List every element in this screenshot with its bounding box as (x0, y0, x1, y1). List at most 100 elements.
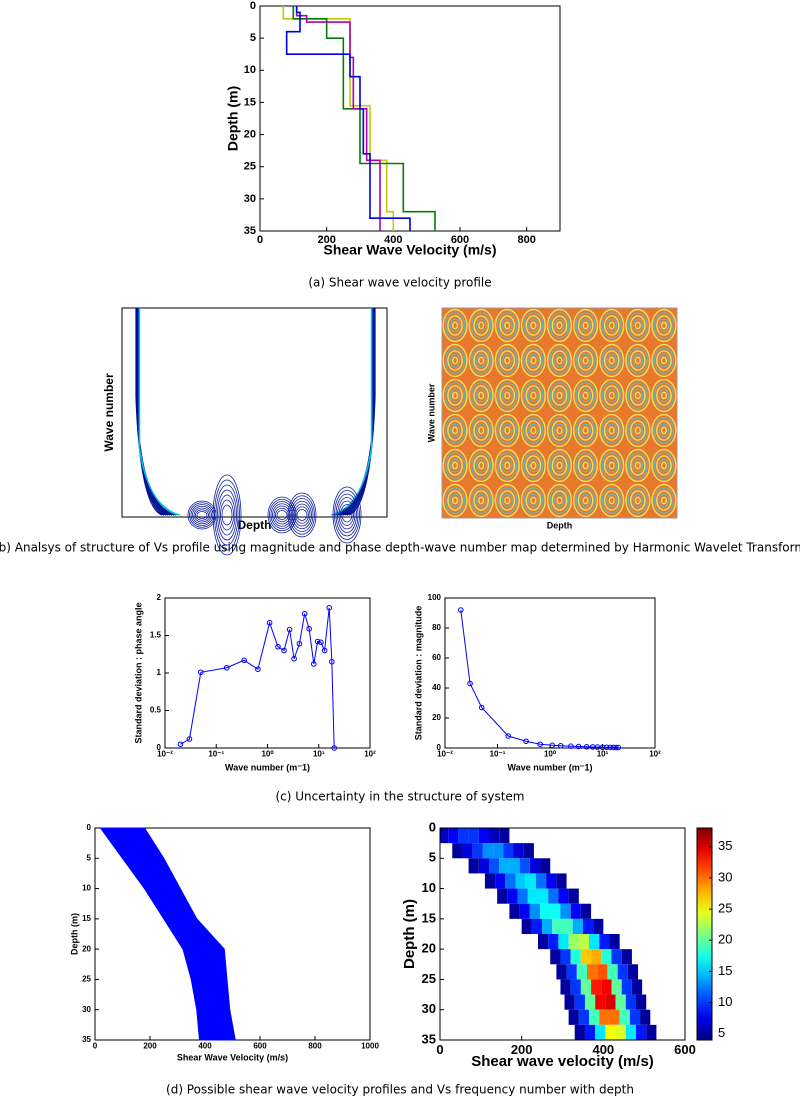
heat-cell (636, 994, 647, 1010)
phase-ring (447, 385, 463, 406)
phase-ring (527, 318, 539, 333)
phase-ring (549, 487, 570, 514)
phase-ring (573, 483, 599, 518)
phase-ring (580, 458, 592, 473)
phase-ring (444, 417, 466, 444)
phase-ring (627, 487, 649, 514)
phase-ring (475, 388, 487, 403)
phase-ring (660, 461, 668, 470)
heat-cell (570, 979, 581, 995)
x-tick-label: 200 (317, 234, 335, 246)
heat-cell (493, 843, 504, 859)
phase-ring (501, 493, 513, 508)
heat-cell (546, 873, 557, 889)
phase-ring (603, 490, 620, 511)
x-tick-label: 10¹ (313, 750, 325, 759)
marker (241, 657, 247, 664)
heat-cell (513, 843, 524, 859)
contour (221, 504, 233, 526)
heat-cell (576, 964, 587, 980)
heat-cell (525, 873, 536, 889)
marker (198, 669, 204, 676)
phase-ring (599, 483, 625, 518)
phase-ring (468, 378, 494, 413)
phase-ring (501, 423, 513, 438)
phase-ring (653, 382, 675, 409)
y-tick-label: 20 (422, 941, 436, 956)
x-tick-label: 800 (517, 234, 535, 246)
phase-ring (549, 417, 570, 444)
phase-ring (551, 385, 568, 406)
heat-cell (523, 843, 534, 859)
phase-ring (449, 353, 461, 368)
phase-ring (546, 308, 573, 343)
phase-ring (530, 461, 537, 470)
phase-ring (575, 417, 596, 444)
x-tick-label: 1000 (361, 1042, 379, 1051)
x-tick-label: 600 (674, 1042, 696, 1057)
heat-cell (593, 918, 604, 934)
phase-ring (444, 487, 466, 514)
heat-cell (448, 828, 459, 844)
y-tick-label: 35 (244, 225, 256, 237)
marker (575, 743, 582, 750)
y-tick-label: 1 (157, 668, 162, 677)
phase-ring (603, 350, 620, 371)
phase-ring (449, 318, 461, 333)
phase-ring (470, 382, 492, 409)
phase-ring (525, 385, 542, 406)
x-axis-title: Depth (238, 518, 272, 532)
phase-ring (656, 455, 672, 476)
x-tick-label: 800 (308, 1042, 322, 1051)
phase-ring (473, 385, 489, 406)
x-tick-label: 10⁻² (437, 750, 453, 759)
phase-ring (451, 426, 459, 435)
heat-cell (558, 934, 569, 950)
heat-cell (505, 873, 516, 889)
heat-cell (497, 888, 508, 904)
heat-cell (580, 979, 592, 995)
phase-ring (603, 315, 620, 336)
y-tick-label: 15 (422, 910, 436, 925)
x-tick-label: 0 (257, 234, 263, 246)
phase-ring (473, 350, 489, 371)
y-tick-label: 5 (250, 32, 256, 44)
heat-cell (564, 994, 575, 1010)
phase-ring (468, 448, 494, 483)
phase-ring (525, 420, 542, 441)
phase-ring (470, 347, 492, 374)
phase-ring (656, 420, 672, 441)
chart: Depth Wave number (102, 307, 388, 556)
phase-ring (606, 318, 618, 333)
heat-cell (440, 828, 449, 844)
phase-ring (603, 455, 620, 476)
contour (334, 490, 360, 540)
heat-cell (478, 858, 489, 874)
y-tick-label: 0 (429, 819, 436, 834)
heat-cell (646, 1024, 657, 1040)
phase-ring (525, 455, 542, 476)
heat-cell (615, 994, 626, 1010)
phase-ring (444, 347, 466, 374)
phase-ring (651, 483, 677, 518)
y-axis-title: Wave number (102, 373, 116, 452)
heat-cell (627, 964, 639, 980)
phase-ring (577, 455, 594, 476)
y-axis-title: Wave number (426, 383, 436, 442)
marker (568, 743, 574, 750)
y-tick-label: 30 (244, 193, 256, 205)
heat-cell (462, 843, 473, 859)
phase-ring (473, 490, 489, 511)
phase-ring (549, 347, 570, 374)
colorbar-tick-label: 10 (718, 994, 732, 1009)
contour (290, 498, 314, 532)
phase-ring (656, 350, 672, 371)
phase-ring (546, 343, 573, 378)
phase-ring (630, 315, 646, 336)
phase-ring (449, 458, 461, 473)
y-tick-label: 0.5 (150, 706, 162, 715)
phase-ring (573, 448, 599, 483)
heat-cell (548, 934, 559, 950)
y-tick-label: 35 (82, 1035, 91, 1044)
